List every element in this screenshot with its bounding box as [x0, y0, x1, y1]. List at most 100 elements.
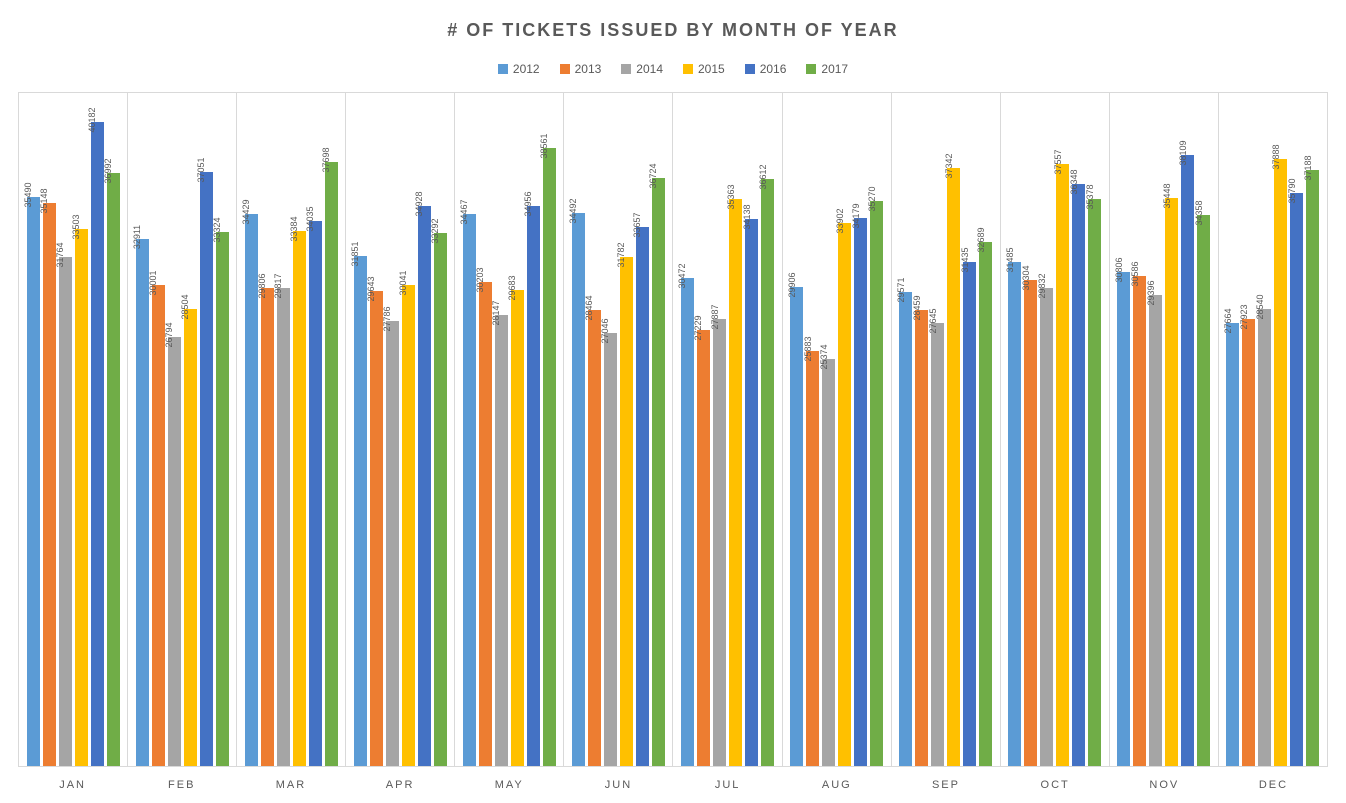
bar-2016-oct: 36348 [1072, 184, 1085, 766]
bar-value-label: 28540 [1255, 294, 1265, 319]
bar-value-label: 34467 [459, 199, 469, 224]
bar-value-label: 35363 [726, 185, 736, 210]
bar-value-label: 30472 [677, 263, 687, 288]
bar-value-label: 34429 [241, 200, 251, 225]
bar-value-label: 36724 [648, 163, 658, 188]
bar-2012-apr: 31851 [354, 256, 367, 766]
bar-value-label: 26794 [164, 322, 174, 347]
chart-plot-area: 3549035148317643350340182369923291130001… [18, 92, 1328, 767]
bar-value-label: 30586 [1130, 261, 1140, 286]
legend-swatch-icon [560, 64, 570, 74]
bar-2014-sep: 27645 [931, 323, 944, 766]
bar-2017-oct: 35378 [1088, 199, 1101, 766]
month-group-aug: 299062588325374339023417935270 [782, 93, 891, 766]
bar-value-label: 35448 [1162, 183, 1172, 208]
bar-value-label: 29396 [1146, 280, 1156, 305]
bar-value-label: 34179 [851, 204, 861, 229]
legend-swatch-icon [621, 64, 631, 74]
bar-2015-apr: 30041 [402, 285, 415, 766]
bar-value-label: 32689 [976, 228, 986, 253]
legend-item-2016: 2016 [745, 62, 787, 76]
legend-label: 2013 [575, 62, 602, 76]
bar-value-label: 31851 [350, 241, 360, 266]
bar-value-label: 29571 [896, 278, 906, 303]
bar-value-label: 37557 [1053, 150, 1063, 175]
bar-2013-apr: 29643 [370, 291, 383, 766]
bar-value-label: 35490 [23, 183, 33, 208]
legend-label: 2015 [698, 62, 725, 76]
bar-2014-jun: 27046 [604, 333, 617, 766]
bar-value-label: 40182 [87, 108, 97, 133]
bar-2013-oct: 30304 [1024, 280, 1037, 766]
bar-2016-jan: 40182 [91, 122, 104, 766]
bar-2017-apr: 33292 [434, 233, 447, 766]
legend-item-2015: 2015 [683, 62, 725, 76]
bar-value-label: 29832 [1037, 273, 1047, 298]
legend-swatch-icon [745, 64, 755, 74]
bar-2012-may: 34467 [463, 214, 476, 766]
bar-2016-may: 34956 [527, 206, 540, 766]
bar-value-label: 31435 [960, 248, 970, 273]
month-group-sep: 295712845927645373423143532689 [891, 93, 1000, 766]
bar-value-label: 33324 [212, 218, 222, 243]
bar-2017-sep: 32689 [979, 242, 992, 766]
bar-2017-dec: 37188 [1306, 170, 1319, 766]
bar-2016-apr: 34928 [418, 206, 431, 766]
bar-2017-jun: 36724 [652, 178, 665, 766]
month-group-dec: 276642792328540 3788835790 37188 [1218, 93, 1328, 766]
bar-value-label: 27229 [693, 315, 703, 340]
bar-2012-jul: 30472 [681, 278, 694, 766]
bar-2013-dec: 27923 [1242, 319, 1255, 766]
bar-value-label: 31782 [616, 242, 626, 267]
bar-2012-nov: 30806 [1117, 272, 1130, 766]
x-tick-sep: SEP [891, 769, 1000, 803]
bar-value-label: 31764 [55, 243, 65, 268]
bar-value-label: 30203 [475, 268, 485, 293]
month-group-may: 344673020328147296833495638561 [454, 93, 563, 766]
legend-item-2013: 2013 [560, 62, 602, 76]
bar-2012-mar: 34429 [245, 214, 258, 766]
bar-value-label: 38109 [1178, 141, 1188, 166]
bar-value-label: 33292 [430, 218, 440, 243]
bar-2014-jul: 27887 [713, 319, 726, 766]
month-group-jul: 304722722927887353633413836612 [672, 93, 781, 766]
bar-2013-may: 30203 [479, 282, 492, 766]
bar-2015-jan: 33503 [75, 229, 88, 766]
bar-value-label: 36348 [1069, 169, 1079, 194]
bar-2015-aug: 33902 [838, 223, 851, 766]
legend-item-2014: 2014 [621, 62, 663, 76]
legend-swatch-icon [498, 64, 508, 74]
bar-value-label: 34138 [742, 204, 752, 229]
bar-2016-aug: 34179 [854, 218, 867, 766]
bar-value-label: 30304 [1021, 266, 1031, 291]
month-group-jan: 354903514831764335034018236992 [18, 93, 127, 766]
bar-value-label: 37188 [1303, 156, 1313, 181]
bar-value-label: 38561 [539, 134, 549, 159]
bar-2013-jun: 28464 [588, 310, 601, 766]
x-tick-jan: JAN [18, 769, 127, 803]
bar-2017-may: 38561 [543, 148, 556, 766]
bar-2012-feb: 32911 [136, 239, 149, 766]
bar-2015-mar: 33384 [293, 231, 306, 766]
bar-2015-sep: 37342 [947, 168, 960, 766]
bar-2012-dec: 27664 [1226, 323, 1239, 766]
bar-value-label: 28147 [491, 300, 501, 325]
bar-value-label: 27645 [928, 309, 938, 334]
bar-2015-may: 29683 [511, 290, 524, 766]
bar-value-label: 36612 [758, 165, 768, 190]
bar-2017-aug: 35270 [870, 201, 883, 766]
bar-2015-dec: 37888 [1274, 159, 1287, 766]
bar-2014-mar: 29817 [277, 288, 290, 766]
bar-2012-oct: 31485 [1008, 262, 1021, 767]
bar-2012-aug: 29906 [790, 287, 803, 766]
month-group-apr: 318512964327786300413492833292 [345, 93, 454, 766]
bar-value-label: 35790 [1287, 178, 1297, 203]
bar-2016-nov: 38109 [1181, 155, 1194, 766]
bar-value-label: 28464 [584, 295, 594, 320]
bar-value-label: 33384 [289, 217, 299, 242]
bar-2014-feb: 26794 [168, 337, 181, 766]
bar-value-label: 35148 [39, 188, 49, 213]
month-group-feb: 329113000126794285043705133324 [127, 93, 236, 766]
bar-2015-jun: 31782 [620, 257, 633, 766]
bar-value-label: 28504 [180, 295, 190, 320]
